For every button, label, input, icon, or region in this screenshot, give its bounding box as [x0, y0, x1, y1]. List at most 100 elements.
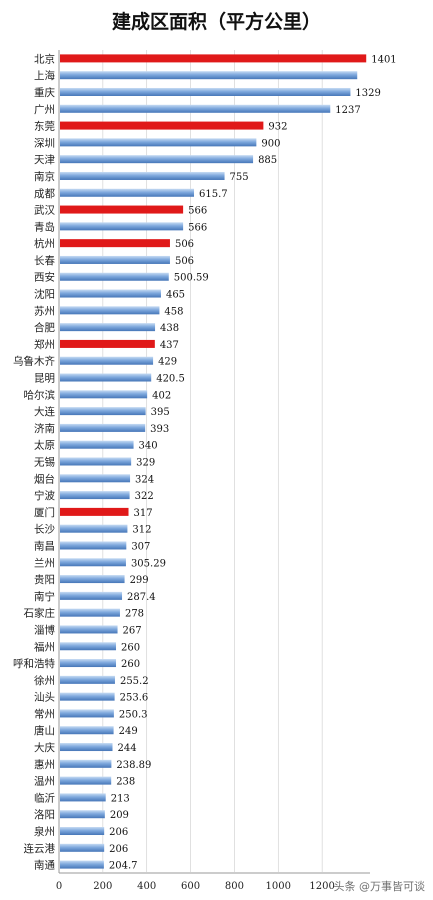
value-label: 420.5: [156, 374, 185, 385]
category-label: 洛阳: [34, 808, 55, 821]
category-label: 哈尔滨: [24, 388, 56, 401]
bar: [60, 507, 129, 516]
bar: [60, 339, 155, 348]
bar: [60, 356, 154, 365]
value-label: 250.3: [119, 709, 148, 720]
value-label: 317: [134, 508, 153, 519]
category-label: 呼和浩特: [13, 658, 55, 670]
x-tick-label: 600: [181, 881, 200, 892]
value-label: 437: [160, 340, 179, 351]
bar: [60, 87, 351, 96]
value-label: 238: [116, 777, 135, 788]
bar: [60, 272, 169, 281]
value-label: 885: [258, 155, 277, 166]
value-label: 506: [175, 239, 194, 250]
value-label: 312: [132, 525, 151, 536]
value-label: 299: [130, 575, 149, 586]
bar: [60, 423, 146, 432]
category-label: 郑州: [34, 338, 55, 351]
category-label: 大连: [34, 405, 55, 418]
bar: [60, 659, 117, 668]
category-label: 无锡: [34, 456, 55, 469]
category-label: 青岛: [34, 220, 55, 233]
value-label: 615.7: [199, 189, 228, 200]
bar: [60, 793, 106, 802]
bar: [60, 289, 161, 298]
bar: [60, 860, 104, 869]
value-label: 267: [123, 625, 142, 636]
category-label: 杭州: [34, 237, 55, 250]
value-label: 244: [118, 743, 137, 754]
category-label: 重庆: [34, 86, 55, 99]
bar: [60, 138, 257, 147]
category-label: 乌鲁木齐: [13, 355, 55, 368]
category-label: 南宁: [34, 590, 55, 603]
value-label: 340: [139, 441, 158, 452]
value-label: 1237: [335, 105, 360, 116]
value-label: 900: [261, 138, 280, 149]
value-label: 255.2: [120, 676, 149, 687]
bar: [60, 743, 113, 752]
bar: [60, 591, 123, 600]
bar: [60, 205, 184, 214]
value-label: 287.4: [127, 592, 156, 603]
bar: [60, 642, 117, 651]
value-label: 206: [109, 827, 128, 838]
value-label: 395: [151, 407, 170, 418]
bar: [60, 71, 358, 80]
value-label: 465: [166, 290, 185, 301]
bar: [60, 541, 127, 550]
bar: [60, 457, 132, 466]
bar: [60, 608, 120, 617]
category-label: 常州: [34, 707, 55, 720]
x-tick-label: 800: [225, 881, 244, 892]
x-tick-label: 1200: [309, 881, 334, 892]
bar: [60, 239, 170, 248]
bar: [60, 776, 112, 785]
category-label: 淄博: [34, 623, 55, 636]
bar: [60, 222, 184, 231]
value-label: 260: [121, 642, 140, 653]
bar: [60, 558, 126, 567]
x-tick-label: 0: [56, 881, 62, 892]
category-label: 北京: [34, 52, 55, 65]
bar: [60, 575, 125, 584]
category-label: 广州: [34, 104, 55, 116]
category-label: 济南: [34, 422, 55, 435]
category-label: 石家庄: [24, 607, 56, 620]
category-label: 东莞: [34, 120, 55, 133]
value-label: 506: [175, 256, 194, 267]
bar: [60, 726, 114, 735]
category-label: 南通: [34, 859, 55, 872]
category-label: 临沂: [34, 791, 55, 804]
bar: [60, 474, 131, 483]
category-label: 连云港: [24, 842, 56, 855]
x-tick-label: 200: [93, 881, 112, 892]
bar: [60, 675, 115, 684]
category-label: 合肥: [34, 321, 55, 334]
value-label: 260: [121, 659, 140, 670]
category-label: 深圳: [34, 137, 55, 149]
bar: [60, 524, 128, 533]
category-label: 长春: [34, 255, 55, 267]
category-label: 福州: [34, 640, 55, 653]
bar: [60, 692, 115, 701]
value-label: 402: [152, 390, 171, 401]
value-label: 458: [164, 306, 183, 317]
value-label: 393: [150, 424, 169, 435]
value-label: 307: [131, 541, 150, 552]
value-label: 329: [136, 458, 155, 469]
bar: [60, 155, 254, 164]
category-label: 烟台: [34, 472, 55, 485]
value-label: 932: [268, 122, 287, 133]
category-label: 长沙: [34, 524, 55, 536]
bar: [60, 373, 152, 382]
category-label: 南京: [34, 170, 55, 183]
bar: [60, 255, 170, 264]
category-label: 厦门: [34, 506, 55, 519]
value-label: 209: [110, 810, 129, 821]
value-label: 322: [135, 491, 154, 502]
value-label: 1329: [355, 88, 380, 99]
category-label: 太原: [34, 439, 55, 452]
